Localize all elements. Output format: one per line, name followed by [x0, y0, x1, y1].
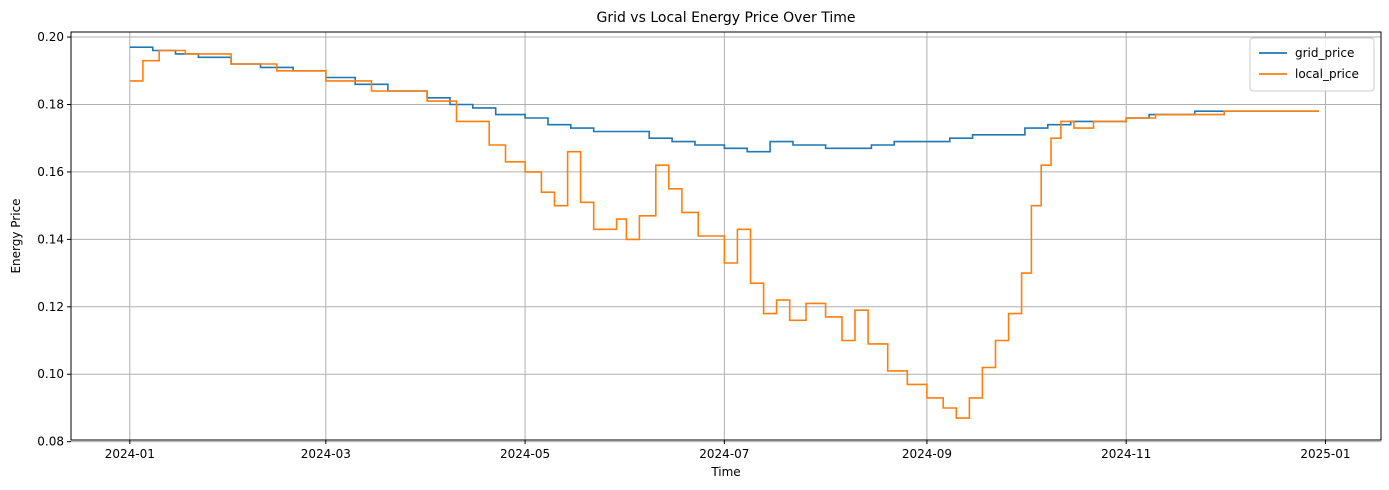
x-tick-label: 2024-03: [301, 447, 351, 461]
series-layer: [129, 46, 1319, 419]
x-tick-label: 2024-11: [1101, 447, 1151, 461]
x-tick-label: 2025-01: [1300, 447, 1350, 461]
legend-label: grid_price: [1295, 46, 1354, 60]
series-line-local-price: [129, 49, 1319, 419]
legend: grid_price local_price: [1249, 37, 1375, 92]
plot-frame: [70, 31, 1382, 441]
grid-lines: [71, 32, 1381, 443]
x-tick-label: 2024-05: [500, 447, 550, 461]
x-tick-label: 2024-07: [699, 447, 749, 461]
y-axis-ticks: 0.08 0.10 0.12 0.14 0.16 0.18 0.20: [37, 30, 71, 449]
y-axis-label: Energy Price: [9, 198, 23, 273]
y-tick-label: 0.14: [37, 232, 64, 246]
y-tick-label: 0.16: [37, 165, 64, 179]
y-tick-label: 0.10: [37, 367, 64, 381]
legend-label: local_price: [1295, 67, 1359, 81]
x-tick-label: 2024-01: [105, 447, 155, 461]
y-tick-label: 0.12: [37, 300, 64, 314]
x-axis-ticks: 2024-01 2024-03 2024-05 2024-07 2024-09 2024-…: [105, 440, 1351, 461]
chart-title: Grid vs Local Energy Price Over Time: [596, 10, 855, 26]
x-tick-label: 2024-09: [902, 447, 952, 461]
x-axis-label: Time: [710, 465, 740, 479]
y-tick-label: 0.18: [37, 97, 64, 111]
legend-box: [1249, 37, 1375, 92]
y-tick-label: 0.08: [37, 435, 64, 449]
y-tick-label: 0.20: [37, 30, 64, 44]
